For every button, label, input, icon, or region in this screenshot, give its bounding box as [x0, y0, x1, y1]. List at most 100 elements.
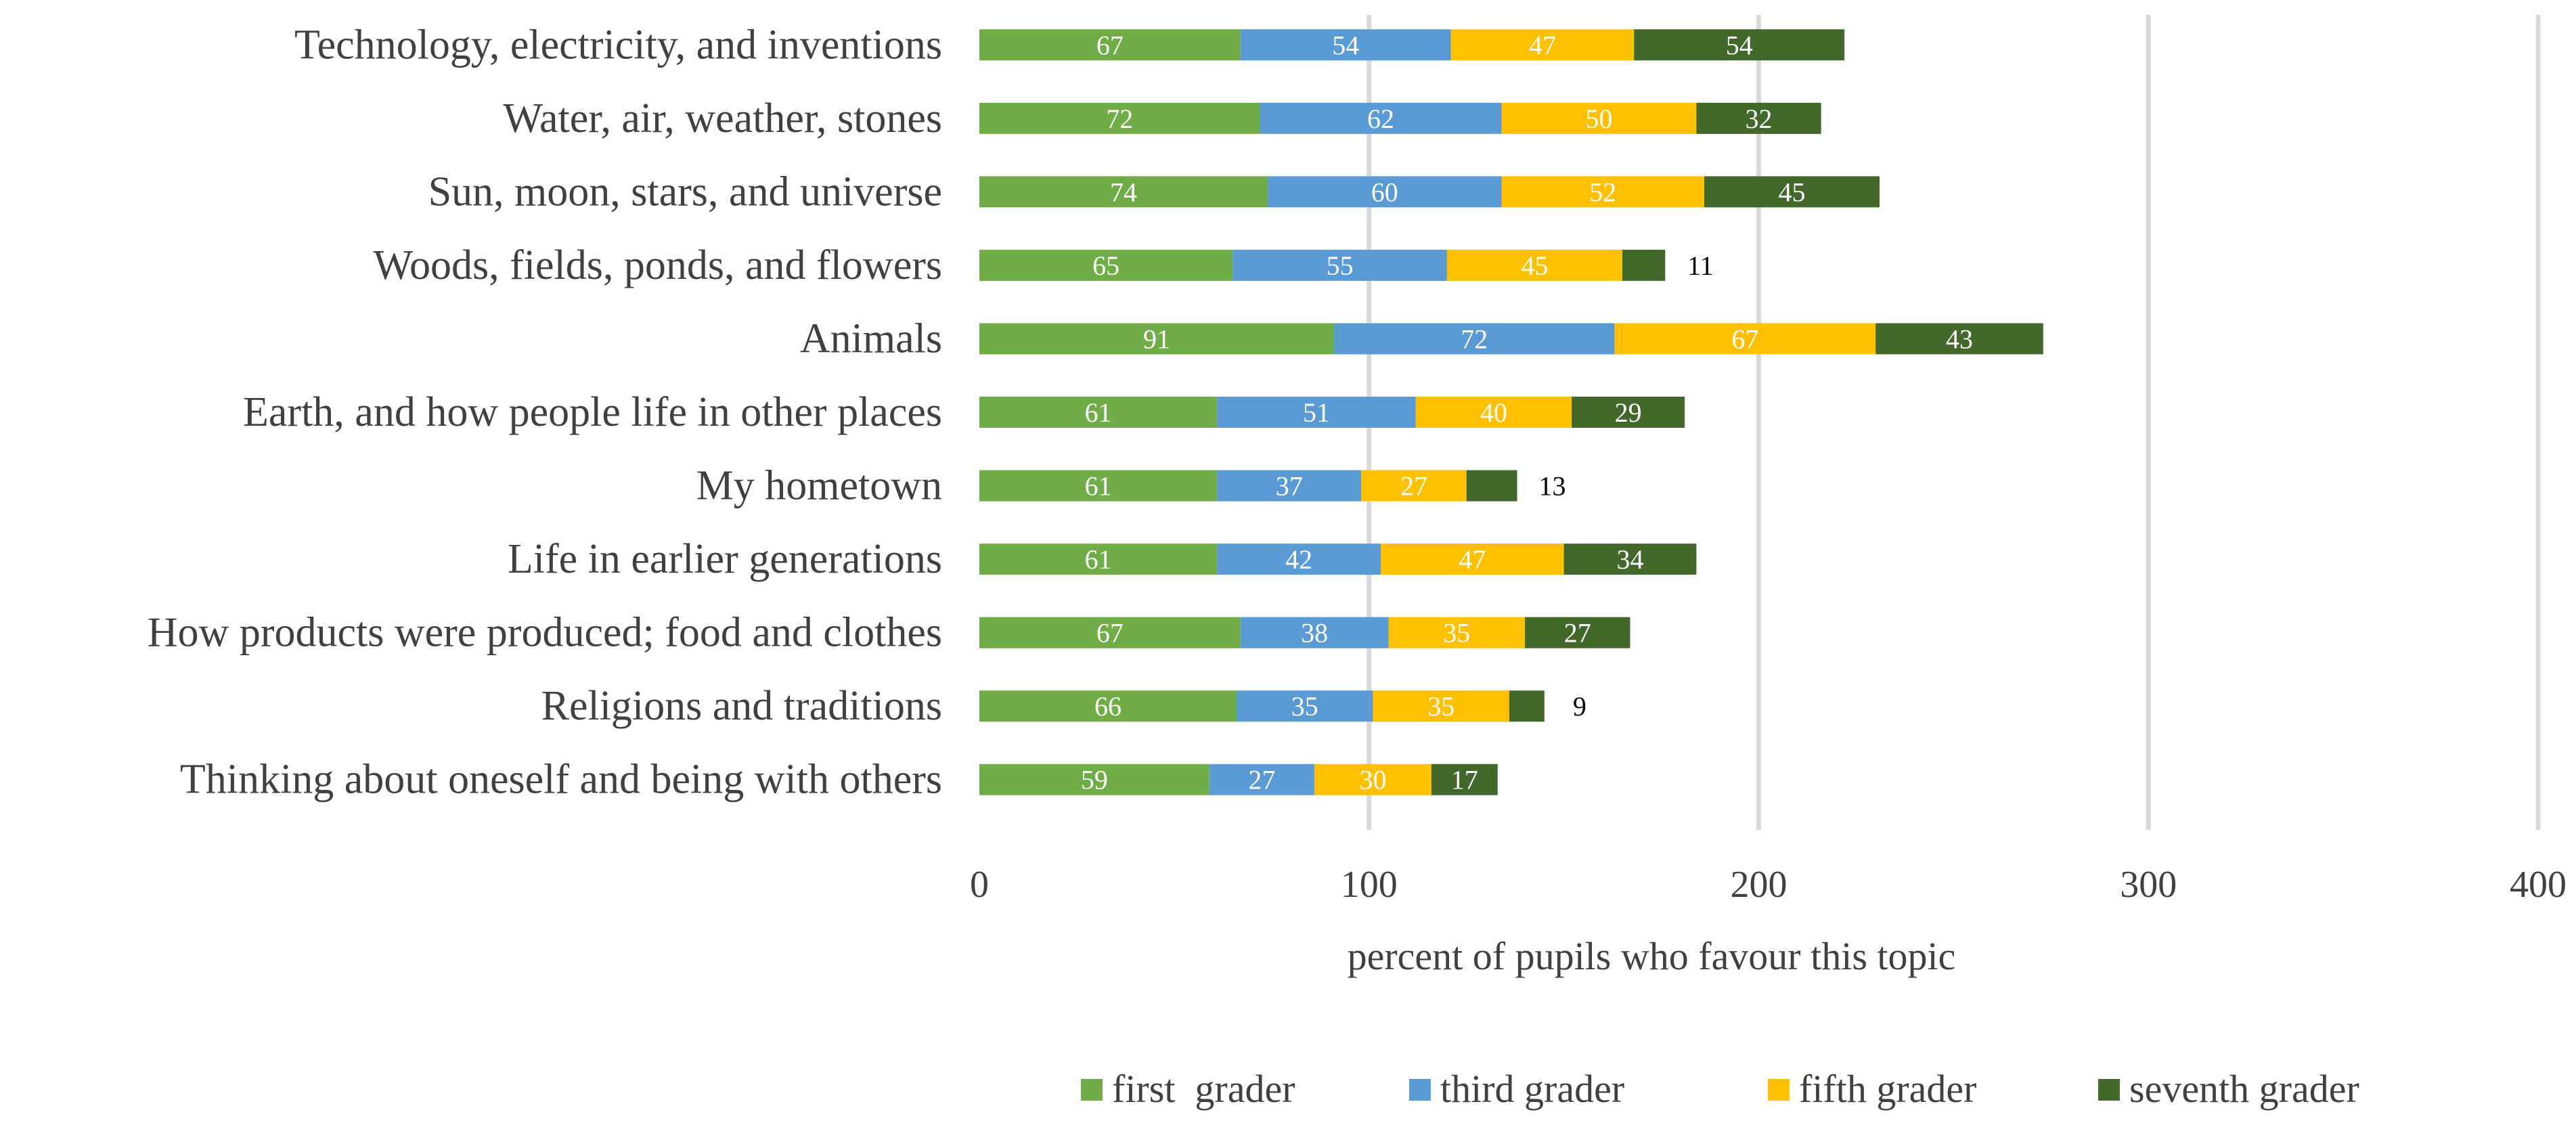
- bar-segment: [1696, 102, 1821, 134]
- data-label: 55: [1327, 250, 1354, 281]
- bar-segment: [979, 617, 1241, 648]
- data-label: 9: [1573, 691, 1586, 722]
- data-label: 66: [1094, 691, 1122, 722]
- bar-segment: [1217, 470, 1362, 502]
- data-label: 61: [1085, 397, 1112, 428]
- data-label: 43: [1946, 324, 1973, 354]
- data-label: 13: [1539, 471, 1566, 502]
- bar-segment: [1572, 397, 1685, 428]
- category-label: How products were produced; food and clo…: [148, 610, 942, 656]
- bar-segment: [1563, 544, 1697, 575]
- data-label: 62: [1367, 104, 1394, 134]
- bar-segment: [1446, 249, 1622, 281]
- data-label: 47: [1529, 30, 1556, 60]
- data-label: 47: [1459, 544, 1486, 575]
- bar-segment: [979, 544, 1218, 575]
- data-label: 67: [1096, 618, 1124, 648]
- bar-segment: [979, 323, 1334, 355]
- category-label: Animals: [800, 315, 942, 361]
- legend-swatch: [2098, 1079, 2120, 1101]
- bar-segment: [1240, 617, 1389, 648]
- bar-segment: [979, 764, 1209, 795]
- bar-segment: [1233, 249, 1447, 281]
- bar-segment: [1501, 176, 1704, 208]
- data-label: 17: [1451, 765, 1478, 795]
- bar-segment: [979, 690, 1237, 722]
- data-label: 27: [1564, 618, 1591, 648]
- data-label: 54: [1726, 30, 1753, 60]
- data-label: 38: [1301, 618, 1328, 648]
- bar-segment: [979, 176, 1268, 208]
- data-label: 45: [1778, 177, 1805, 207]
- data-label: 67: [1731, 324, 1758, 354]
- bar-segment: [1381, 544, 1564, 575]
- category-label: Life in earlier generations: [508, 536, 942, 582]
- bar-segment: [1634, 29, 1845, 61]
- bar-segment: [1614, 323, 1876, 355]
- legend-swatch: [1768, 1079, 1790, 1101]
- bar-segment: [1431, 764, 1498, 795]
- category-label: Sun, moon, stars, and universe: [428, 169, 942, 215]
- x-tick-label: 0: [970, 864, 989, 906]
- data-label: 54: [1332, 30, 1359, 60]
- legend-label: fifth grader: [1799, 1067, 1976, 1111]
- legend-item: third grader: [1409, 1067, 1624, 1111]
- data-label: 72: [1461, 324, 1488, 354]
- data-label: 67: [1096, 30, 1124, 60]
- bar-segment: [1209, 764, 1315, 795]
- data-label: 60: [1371, 177, 1398, 207]
- bar-segment: [1314, 764, 1431, 795]
- data-label: 72: [1106, 104, 1133, 134]
- data-label: 11: [1687, 250, 1714, 281]
- data-label: 35: [1291, 691, 1318, 722]
- category-label: Religions and traditions: [541, 683, 942, 729]
- data-label: 27: [1400, 471, 1427, 502]
- legend-item: seventh grader: [2098, 1067, 2359, 1111]
- bar-segment: [1373, 690, 1510, 722]
- data-labels: 67 54 47 54 72 62 50 32 74 60 52 45 65 55 45 11 91 72 67 43…: [1081, 30, 1973, 795]
- category-label: Earth, and how people life in other plac…: [243, 389, 942, 435]
- bar-segment: [1704, 176, 1880, 208]
- bar-segment: [1415, 397, 1572, 428]
- data-label: 27: [1248, 765, 1275, 795]
- x-tick-label: 300: [2120, 864, 2177, 906]
- data-label: 45: [1521, 250, 1548, 281]
- bar-segment: [1501, 102, 1697, 134]
- category-label: My hometown: [696, 463, 942, 509]
- data-label: 32: [1746, 104, 1773, 134]
- legend-swatch: [1081, 1079, 1103, 1101]
- data-label: 65: [1092, 250, 1119, 281]
- bar-segment: [1236, 690, 1373, 722]
- legend-label: third grader: [1440, 1067, 1624, 1111]
- x-axis-title: percent of pupils who favour this topic: [1348, 934, 1956, 978]
- bar-segment: [1509, 690, 1545, 722]
- data-label: 42: [1285, 544, 1312, 575]
- bar-segment: [1217, 397, 1416, 428]
- bar-segment: [1450, 29, 1635, 61]
- bar-segment: [1268, 176, 1502, 208]
- legend-item: first grader: [1081, 1067, 1295, 1111]
- bar-segment: [1875, 323, 2043, 355]
- bar-segment: [1525, 617, 1630, 648]
- data-label: 61: [1085, 544, 1112, 575]
- data-label: 35: [1443, 618, 1470, 648]
- bar-segment: [1622, 249, 1666, 281]
- x-tick-label: 200: [1731, 864, 1787, 906]
- category-label: Thinking about oneself and being with ot…: [180, 757, 942, 803]
- data-label: 74: [1110, 177, 1137, 207]
- x-tick-label: 400: [2510, 864, 2567, 906]
- bar-segment: [979, 102, 1260, 134]
- bar-segment: [979, 397, 1218, 428]
- data-label: 30: [1360, 765, 1387, 795]
- data-label: 40: [1480, 397, 1507, 428]
- data-label: 52: [1589, 177, 1616, 207]
- bar-segment: [1466, 470, 1517, 502]
- bar-segment: [979, 470, 1218, 502]
- bar-segment: [979, 249, 1233, 281]
- data-label: 50: [1585, 104, 1612, 134]
- legend-label: seventh grader: [2129, 1067, 2359, 1111]
- bar-segment: [1260, 102, 1502, 134]
- legend: first grader third grader fifth grader seve…: [1081, 1067, 2359, 1111]
- data-label: 59: [1081, 765, 1108, 795]
